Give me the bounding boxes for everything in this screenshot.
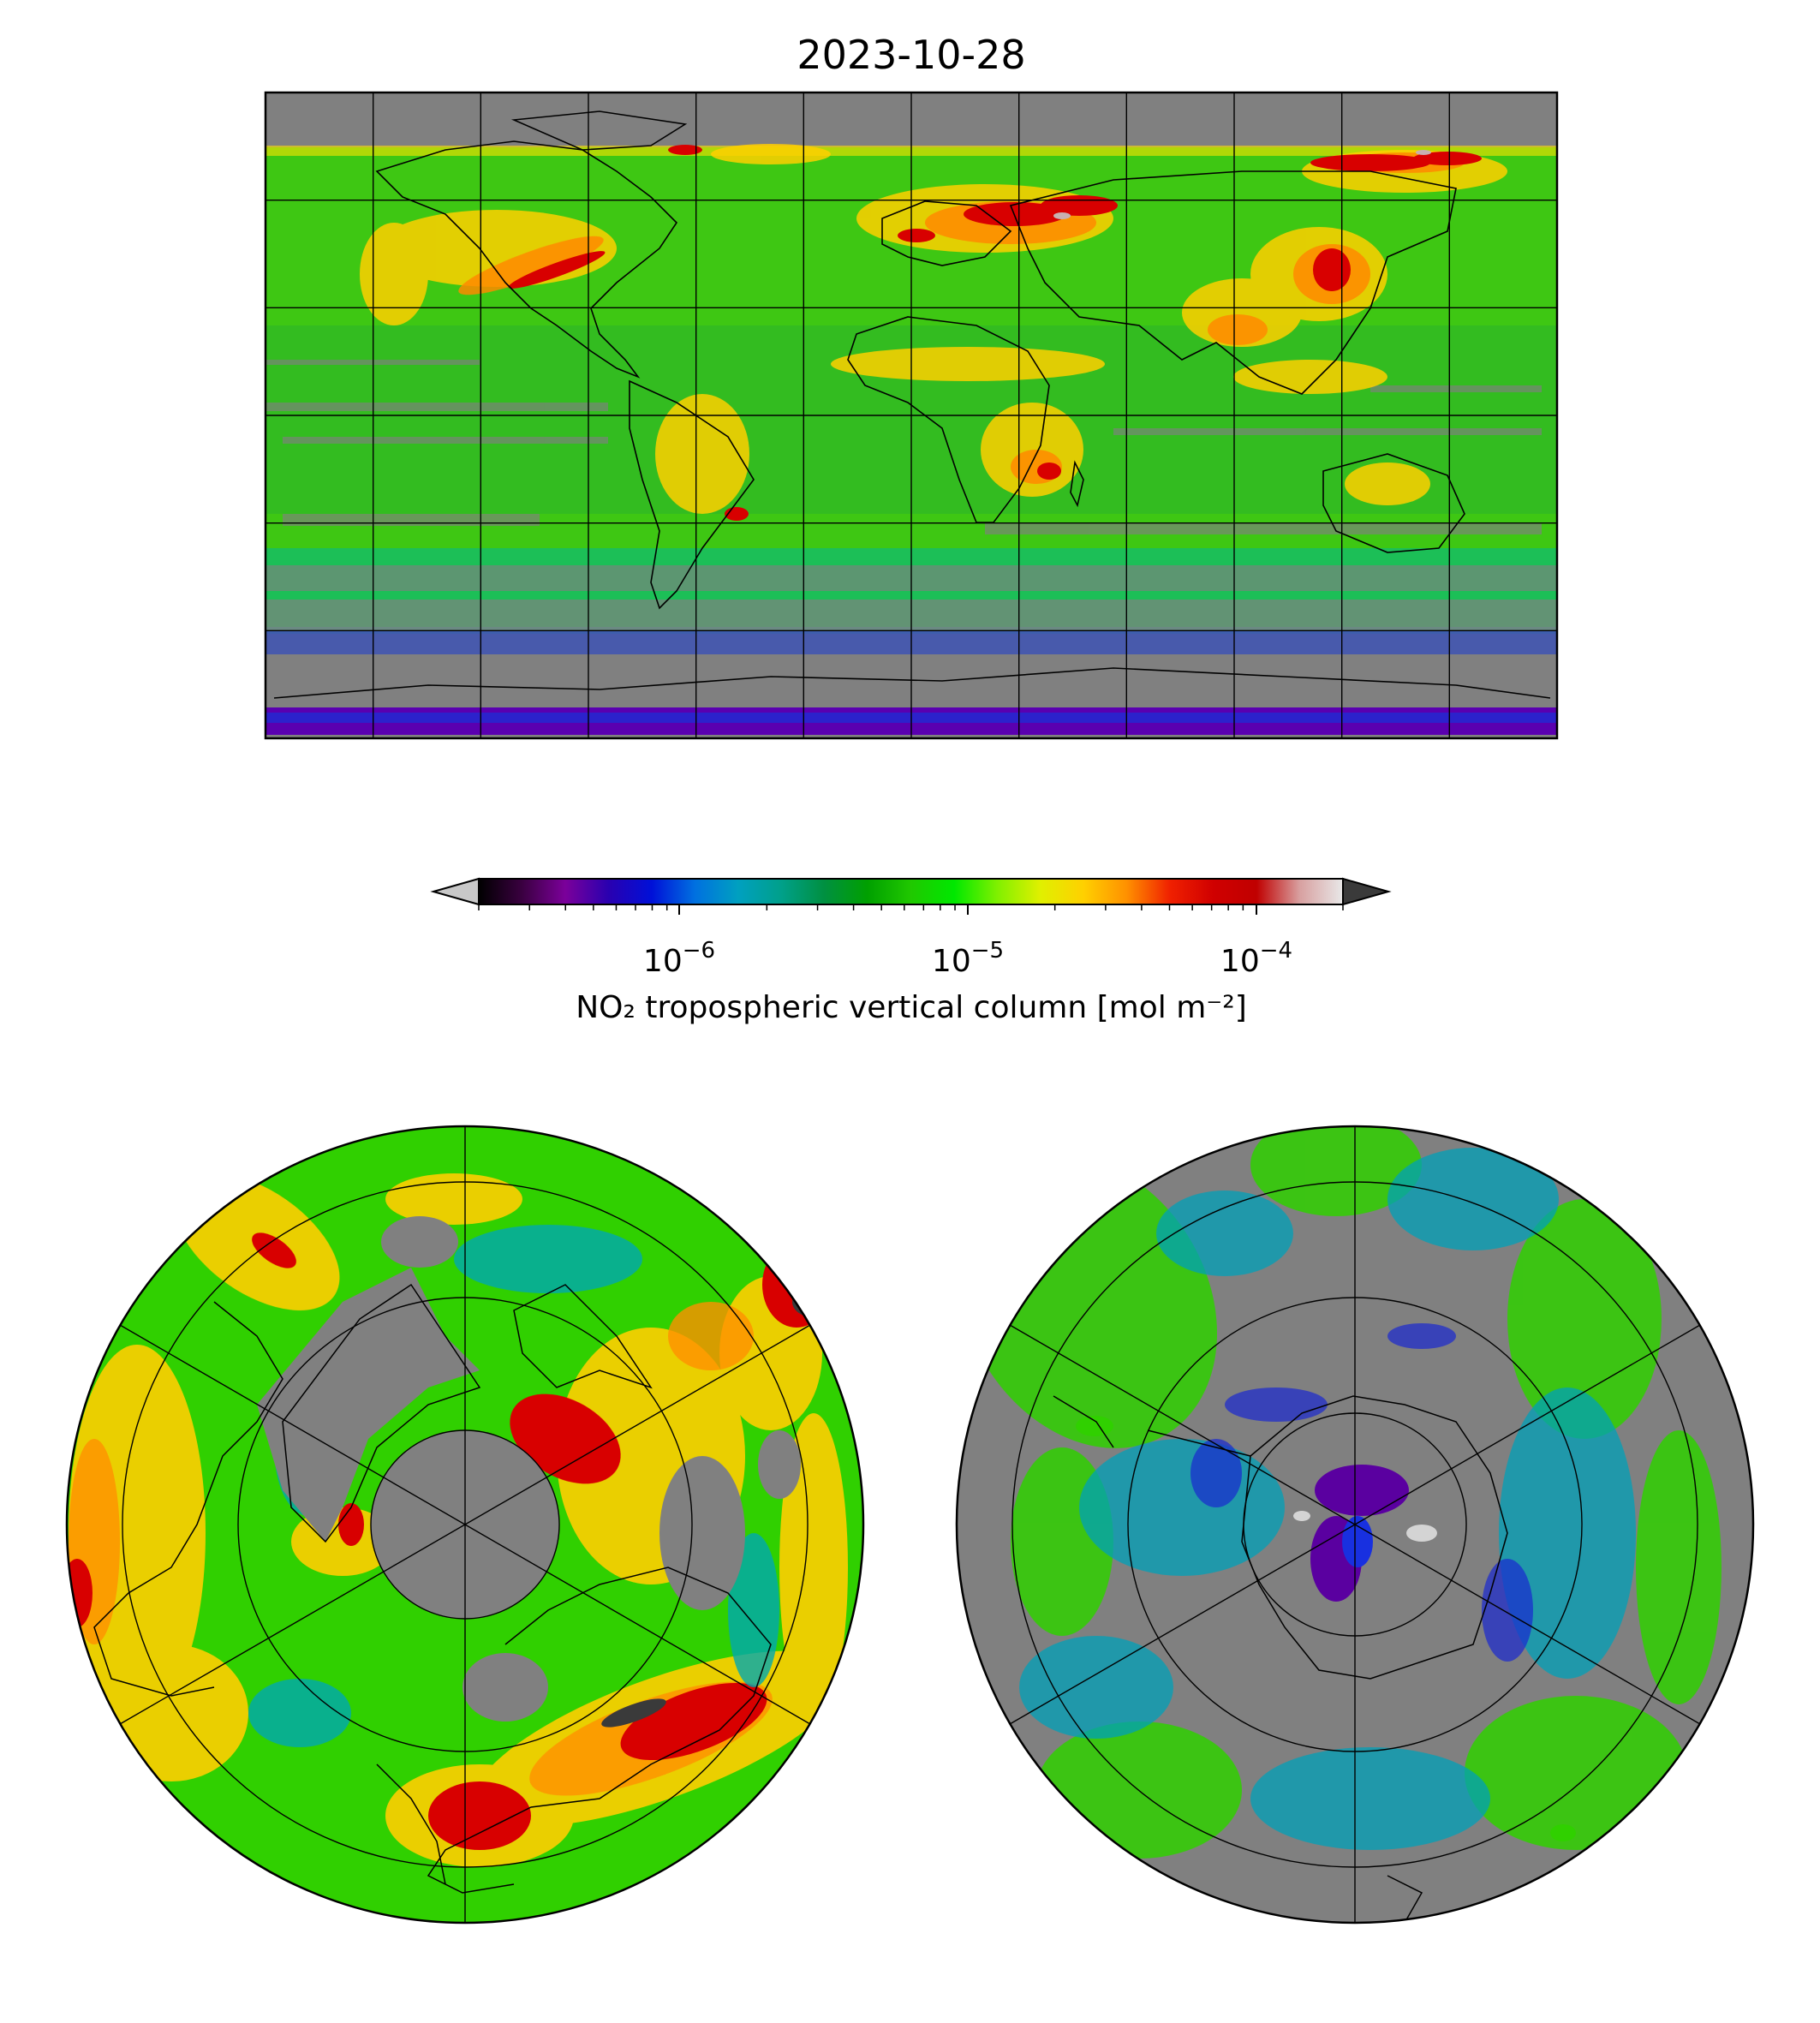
north-america-outline	[375, 140, 678, 379]
global-gridlines	[266, 92, 1557, 738]
north-polar-frame	[65, 1125, 865, 1925]
colorbar-frame	[478, 878, 1344, 905]
south-polar-field	[957, 1126, 1753, 1923]
north-gridlines	[119, 1126, 811, 1923]
north-coastlines	[93, 1283, 772, 1894]
south-field-small-green	[1076, 1416, 1576, 1841]
antarctica-outline	[273, 667, 1551, 699]
colorbar-under-extension	[430, 877, 480, 906]
south-coastlines	[1053, 1395, 1508, 1923]
north-polar-field	[67, 1126, 863, 1923]
colorbar: 10−6 10−5 10−4 NO₂ tropospheric vertical…	[430, 877, 1392, 1025]
madagascar-outline	[1070, 460, 1084, 508]
global-map-field	[266, 92, 1557, 738]
colorbar-label: NO₂ tropospheric vertical column [mol m⁻…	[576, 990, 1247, 1025]
new-zealand-outline	[1387, 1875, 1423, 1923]
global-map-frame	[264, 91, 1559, 740]
greenland-outline	[510, 110, 688, 151]
south-america-outline	[629, 379, 755, 610]
eurasia-outline	[427, 1566, 772, 1894]
scandinavia-outline	[376, 1763, 446, 1885]
svalbard-outline	[513, 1284, 653, 1389]
colorbar-tick-label: 10−4	[1220, 938, 1292, 979]
south-polar-map	[955, 1125, 1755, 1925]
australia-outline	[1322, 453, 1465, 553]
europe-outline	[881, 200, 1012, 266]
north-field-gaps	[257, 1216, 801, 1722]
south-america-tip-outline	[1053, 1395, 1114, 1448]
global-map	[264, 91, 1559, 740]
south-polar-frame	[955, 1125, 1755, 1925]
colorbar-major-ticks	[678, 904, 1257, 915]
colorbar-over-extension	[1342, 877, 1392, 906]
global-field-extreme-spots	[1053, 150, 1431, 219]
antarctic-peninsula-outline	[1147, 1429, 1251, 1457]
greenland-outline	[282, 1283, 481, 1543]
antarctica-outline	[1241, 1395, 1508, 1680]
figure-title: 2023-10-28	[797, 32, 1025, 78]
colorbar-bar	[479, 879, 1343, 904]
colorbar-tick-label: 10−6	[643, 938, 715, 979]
colorbar-tick-label: 10−5	[932, 938, 1004, 979]
north-america-outline	[93, 1301, 283, 1697]
colorbar-minor-ticks	[478, 904, 1344, 910]
south-field-pole-blue	[1342, 1516, 1373, 1567]
south-gridlines	[1009, 1126, 1701, 1923]
asia-outline	[1009, 170, 1457, 395]
south-field-bright-speckle	[1293, 1511, 1437, 1542]
north-polar-map	[65, 1125, 865, 1925]
